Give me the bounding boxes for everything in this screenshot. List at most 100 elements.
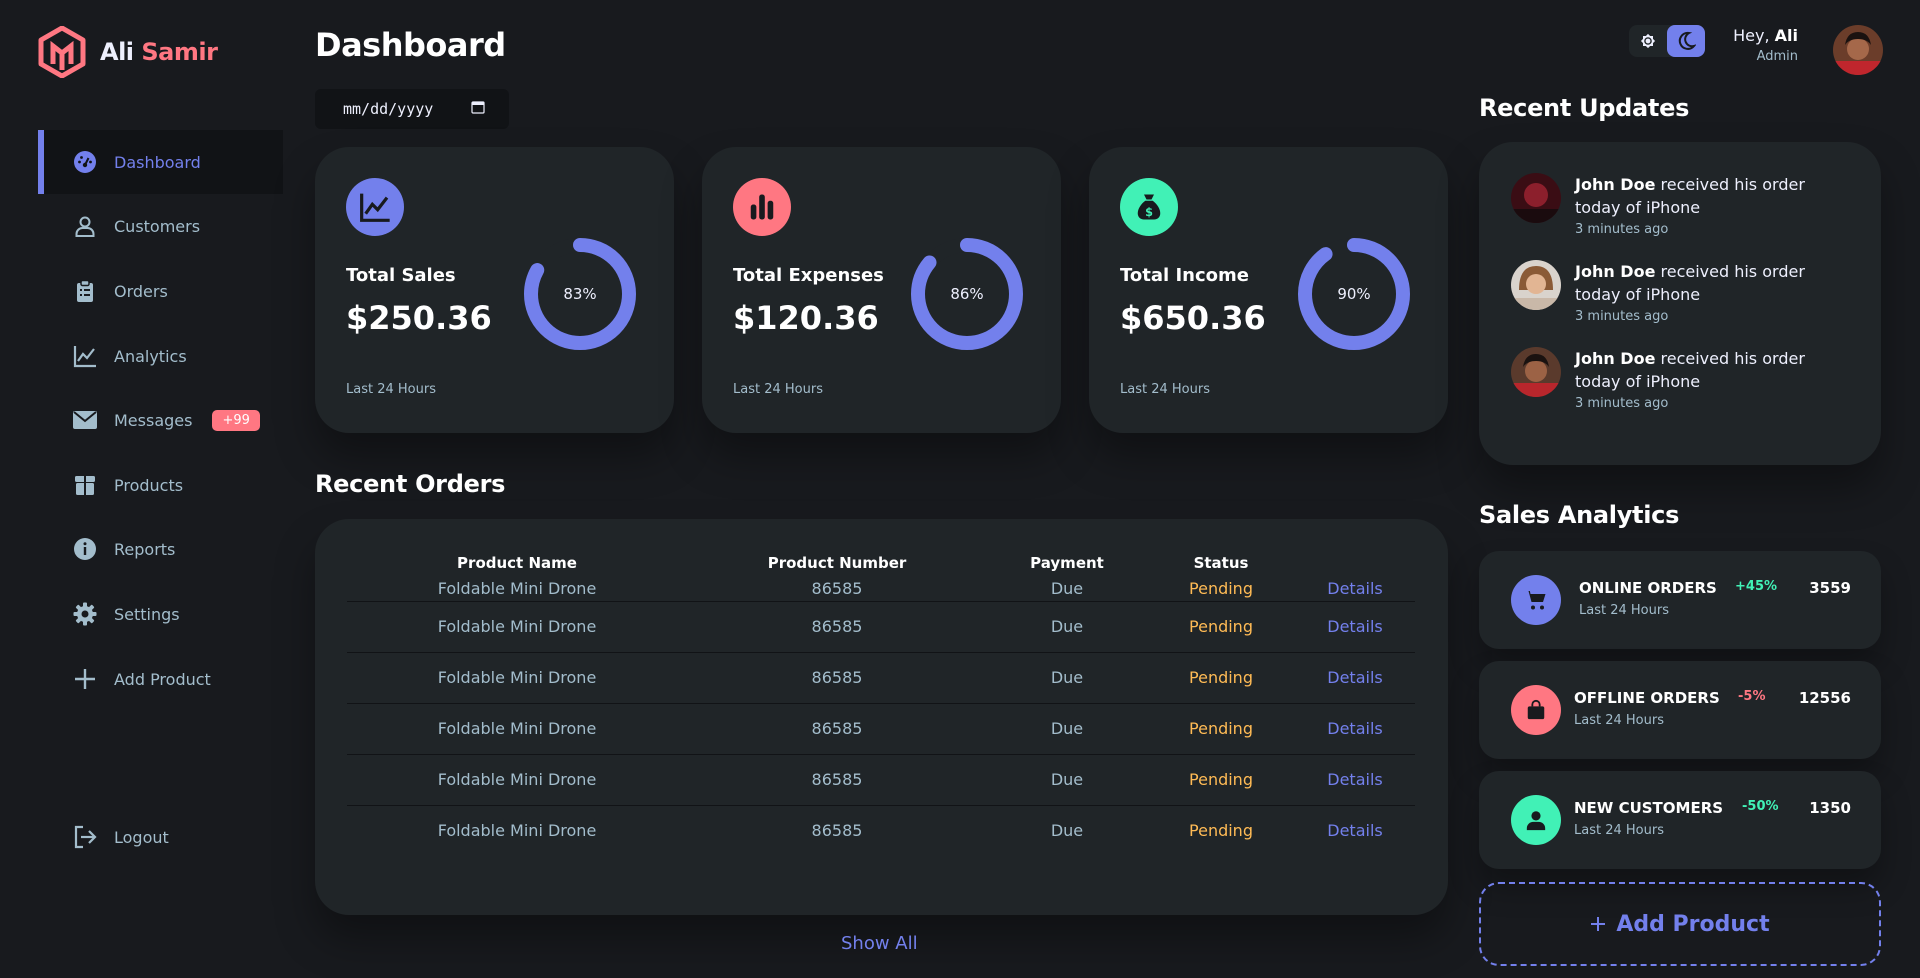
analytics-title: OFFLINE ORDERS <box>1574 689 1720 707</box>
greeting: Hey, Ali <box>1733 26 1798 45</box>
sidebar-item-settings[interactable]: Settings <box>38 582 283 646</box>
analytics-subtitle: Last 24 Hours <box>1574 823 1664 838</box>
calendar-icon[interactable] <box>471 100 485 118</box>
analytics-subtitle: Last 24 Hours <box>1579 603 1669 618</box>
update-time: 3 minutes ago <box>1575 309 1669 324</box>
cell-payment: Due <box>987 754 1147 806</box>
sidebar-item-customers[interactable]: Customers <box>38 194 283 258</box>
logo-icon <box>38 26 86 78</box>
sidebar-item-reports[interactable]: Reports <box>38 517 283 581</box>
cell-product-number: 86585 <box>687 703 987 755</box>
sidebar-item-messages[interactable]: Messages +99 <box>38 388 283 452</box>
update-time: 3 minutes ago <box>1575 222 1669 237</box>
column-header: Product Number <box>767 554 907 572</box>
details-link[interactable]: Details <box>1295 577 1415 602</box>
gear-icon <box>72 601 98 627</box>
sidebar-item-orders[interactable]: Orders <box>38 259 283 323</box>
details-link[interactable]: Details <box>1295 652 1415 704</box>
sidebar-item-label: Add Product <box>114 669 211 689</box>
add-product-button[interactable]: Add Product <box>1479 882 1881 966</box>
cell-product-name: Foldable Mini Drone <box>347 754 687 806</box>
column-header: Product Name <box>457 554 577 572</box>
sidebar-item-dashboard[interactable]: Dashboard <box>38 130 283 194</box>
sidebar-item-label: Products <box>114 475 184 495</box>
avatar <box>1511 260 1561 310</box>
add-product-label: Add Product <box>1616 911 1770 937</box>
recent-orders-title: Recent Orders <box>315 470 506 498</box>
date-input[interactable]: mm/dd/yyyy <box>315 89 509 129</box>
cell-payment: Due <box>987 601 1147 653</box>
analytics-percent: -50% <box>1742 799 1779 814</box>
avatar[interactable] <box>1833 25 1883 75</box>
sidebar-item-add-product[interactable]: Add Product <box>38 647 283 711</box>
sidebar-item-label: Settings <box>114 604 180 624</box>
sidebar-item-label: Reports <box>114 539 176 559</box>
sidebar-item-label: Messages <box>114 410 193 430</box>
ring-progress <box>524 238 636 350</box>
card-footer: Last 24 Hours <box>733 382 823 397</box>
show-all-link[interactable]: Show All <box>841 933 918 954</box>
column-header: Payment <box>1030 554 1104 572</box>
table-row: Foldable Mini Drone 86585 Due Pending Detail… <box>347 805 1415 856</box>
cell-product-name: Foldable Mini Drone <box>347 652 687 704</box>
update-text: John Doe received his order today of iPh… <box>1575 173 1851 219</box>
card-percent: 83% <box>563 285 597 303</box>
update-name: John Doe <box>1575 349 1656 368</box>
plus-icon <box>72 666 98 692</box>
cart-icon <box>1511 575 1561 625</box>
update-item: John Doe received his order today of iPh… <box>1511 173 1851 241</box>
analytics-title: ONLINE ORDERS <box>1579 579 1717 597</box>
details-link[interactable]: Details <box>1295 601 1415 653</box>
update-message: received his order today of iPhone <box>1575 262 1805 304</box>
cell-status: Pending <box>1147 601 1295 653</box>
brand-name: Ali Samir <box>100 38 218 66</box>
logout-button[interactable]: Logout <box>38 805 283 869</box>
analytics-title: NEW CUSTOMERS <box>1574 799 1724 817</box>
table-row: Foldable Mini Drone 86585 Due Pending Detail… <box>347 577 1415 602</box>
logout-icon <box>72 824 98 850</box>
card-amount: $650.36 <box>1120 299 1266 337</box>
cell-product-number: 86585 <box>687 601 987 653</box>
svg-text:$: $ <box>1145 206 1153 219</box>
table-row: Foldable Mini Drone 86585 Due Pending Detail… <box>347 601 1415 653</box>
cell-status: Pending <box>1189 821 1253 841</box>
cell-status: Pending <box>1147 652 1295 704</box>
mail-icon <box>72 407 98 433</box>
cell-product-name: Foldable Mini Drone <box>347 577 687 602</box>
date-placeholder: mm/dd/yyyy <box>343 100 434 118</box>
avatar <box>1511 347 1561 397</box>
progress-ring <box>1298 238 1410 350</box>
theme-toggle[interactable] <box>1629 25 1705 57</box>
person-icon <box>72 213 98 239</box>
sun-icon[interactable] <box>1629 25 1667 57</box>
sidebar-item-products[interactable]: Products <box>38 453 283 517</box>
update-name: John Doe <box>1575 262 1656 281</box>
ring-progress <box>1298 238 1410 350</box>
recent-orders-table: Product Name Product Number Payment Stat… <box>315 519 1448 915</box>
money-bag-icon: $ <box>1120 178 1178 236</box>
details-link[interactable]: Details <box>1295 703 1415 755</box>
sales-analytics-title: Sales Analytics <box>1479 501 1680 529</box>
cell-status: Pending <box>1147 577 1295 602</box>
bar-chart-icon <box>733 178 791 236</box>
sidebar-item-analytics[interactable]: Analytics <box>38 324 283 388</box>
cell-payment: Due <box>987 703 1147 755</box>
orders-table: Product Name Product Number Payment Stat… <box>347 549 1415 856</box>
column-header <box>1295 549 1415 577</box>
details-link[interactable]: Details <box>1327 821 1383 841</box>
analytics-value: 1350 <box>1809 799 1851 817</box>
plus-icon <box>1591 917 1606 931</box>
table-row: Foldable Mini Drone 86585 Due Pending Detail… <box>347 754 1415 806</box>
sidebar-item-label: Customers <box>114 216 201 236</box>
card-footer: Last 24 Hours <box>346 382 436 397</box>
avatar <box>1511 173 1561 223</box>
page-title: Dashboard <box>315 26 506 64</box>
greeting-prefix: Hey, <box>1733 26 1775 45</box>
moon-icon[interactable] <box>1667 25 1705 57</box>
details-link[interactable]: Details <box>1295 754 1415 806</box>
column-header: Status <box>1193 554 1249 572</box>
cell-product-number: 86585 <box>687 577 987 602</box>
brand[interactable]: Ali Samir <box>38 26 218 78</box>
card-label: Total Expenses <box>733 265 884 286</box>
update-text: John Doe received his order today of iPh… <box>1575 347 1851 393</box>
